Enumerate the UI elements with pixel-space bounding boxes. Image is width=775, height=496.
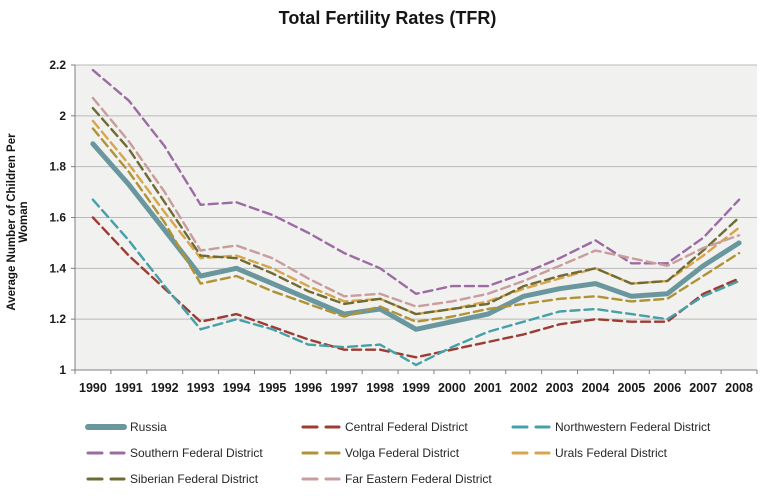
legend-item-far-eastern-federal-district: Far Eastern Federal District [300,472,510,486]
y-tick-label: 2.2 [49,58,66,72]
x-tick-label: 1994 [223,381,251,395]
x-tick-label: 2005 [617,381,645,395]
x-tick-label: 2003 [546,381,574,395]
x-tick-label: 1992 [151,381,179,395]
legend-label: Far Eastern Federal District [345,472,492,486]
x-tick-label: 1993 [187,381,215,395]
x-tick-label: 1996 [294,381,322,395]
legend-swatch-icon [85,424,127,430]
legend-label: Urals Federal District [555,446,668,460]
series-line-far-eastern-federal-district [91,96,741,308]
y-tick-label: 2 [59,109,66,123]
legend-swatch-icon [301,425,341,429]
x-tick-label: 2000 [438,381,466,395]
legend-label: Siberian Federal District [130,472,259,486]
series-line-siberian-federal-district [91,106,741,316]
series-line-urals-federal-district [91,119,741,316]
x-tick-label: 2007 [689,381,717,395]
legend-label: Volga Federal District [345,446,460,460]
x-tick-label: 1998 [366,381,394,395]
legend-item-urals-federal-district: Urals Federal District [510,446,740,460]
legend-item-siberian-federal-district: Siberian Federal District [85,472,300,486]
series-line-volga-federal-district [91,127,741,323]
y-tick-label: 1 [59,363,66,377]
legend-swatch-icon [511,425,551,429]
x-tick-label: 2006 [653,381,681,395]
x-tick-label: 1990 [79,381,107,395]
x-tick-label: 2002 [510,381,538,395]
plot-area: 1 1.2 1.4 1.6 1.8 2 2.2 1990 1991 1992 1993 1994 199… [49,58,758,395]
x-tick-label: 1997 [330,381,358,395]
x-tick-label: 2008 [725,381,753,395]
legend-label: Central Federal District [345,420,468,434]
legend-item-central-federal-district: Central Federal District [300,420,510,434]
legend-item-northwestern-federal-district: Northwestern Federal District [510,420,740,434]
legend-swatch-icon [301,477,341,481]
legend-label: Russia [130,420,167,434]
legend-item-russia: Russia [85,420,300,434]
y-tick-label: 1.4 [49,261,66,275]
legend-item-southern-federal-district: Southern Federal District [85,446,300,460]
series-line-southern-federal-district [91,68,741,296]
x-tick-label: 2001 [474,381,502,395]
x-tick-label: 1991 [115,381,143,395]
legend-swatch-icon [86,477,126,481]
y-tick-label: 1.6 [49,211,66,225]
x-tick-label: 1999 [402,381,430,395]
series-line-central-federal-district [91,216,741,359]
x-tick-label: 1995 [259,381,287,395]
legend-item-volga-federal-district: Volga Federal District [300,446,510,460]
y-tick-label: 1.8 [49,160,66,174]
legend-swatch-icon [86,451,126,455]
legend-swatch-icon [511,451,551,455]
legend-swatch-icon [301,451,341,455]
y-tick-label: 1.2 [49,312,66,326]
x-tick-label: 2004 [582,381,610,395]
series-line-northwestern-federal-district [91,198,741,367]
legend-label: Southern Federal District [130,446,263,460]
legend-label: Northwestern Federal District [555,420,711,434]
series-line-russia [90,141,742,332]
chart-legend: Russia Central Federal District Northweste… [85,414,745,492]
chart-title: Total Fertility Rates (TFR) [278,8,497,28]
